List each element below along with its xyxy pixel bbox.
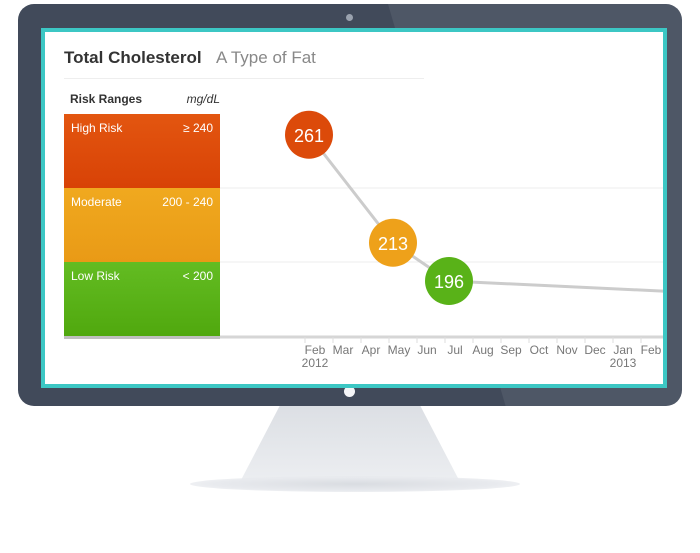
cholesterol-chart: Feb Mar Apr May Jun Jul Aug Sep Oct Nov Dec Jan Feb2… — [220, 110, 663, 370]
data-label: 213 — [378, 234, 408, 254]
screen: Total Cholesterol A Type of Fat Risk Ran… — [41, 28, 667, 388]
data-point — [369, 218, 417, 267]
x-tick-label: Jan — [613, 343, 632, 357]
x-tick-label: Sep — [500, 343, 522, 357]
risk-ranges-unit: mg/dL — [186, 92, 220, 106]
stand-shadow — [190, 476, 520, 492]
band-name: Moderate — [71, 195, 122, 209]
x-tick-label: Apr — [362, 343, 381, 357]
x-tick-label: Jun — [417, 343, 436, 357]
x-tick-label: Nov — [556, 343, 577, 357]
band-range: 200 - 240 — [162, 195, 213, 209]
x-tick-label: Jul — [447, 343, 462, 357]
monitor-stand — [240, 406, 460, 482]
data-label: 261 — [294, 126, 324, 146]
band-moderate: Moderate 200 - 240 — [64, 188, 220, 262]
x-tick-label: Aug — [472, 343, 493, 357]
band-name: Low Risk — [71, 269, 120, 283]
band-low-risk: Low Risk < 200 — [64, 262, 220, 336]
band-high-risk: High Risk ≥ 240 — [64, 114, 220, 188]
x-tick-label: May — [388, 343, 411, 357]
monitor-frame: Total Cholesterol A Type of Fat Risk Ran… — [18, 4, 682, 406]
x-tick-label: Dec — [584, 343, 605, 357]
band-range: < 200 — [182, 269, 213, 283]
data-label: 196 — [434, 272, 464, 292]
data-point — [285, 110, 333, 159]
risk-ranges-label: Risk Ranges — [70, 92, 143, 106]
series-line — [307, 133, 663, 293]
page-subtitle: A Type of Fat — [216, 48, 316, 67]
x-year-label: 2012 — [302, 356, 329, 370]
page-title: Total Cholesterol — [64, 48, 202, 67]
x-tick-label: Mar — [333, 343, 354, 357]
x-tick-label: Feb — [641, 343, 662, 357]
x-tick-label: Oct — [530, 343, 549, 357]
x-year-label: 2013 — [610, 356, 637, 370]
chart-header: Total Cholesterol A Type of Fat — [64, 48, 424, 79]
data-point — [425, 257, 473, 305]
camera-dot — [346, 14, 353, 21]
band-name: High Risk — [71, 121, 123, 135]
power-button[interactable] — [344, 386, 355, 397]
risk-baseline — [64, 336, 220, 339]
x-tick-label: Feb — [305, 343, 326, 357]
band-range: ≥ 240 — [183, 121, 213, 135]
